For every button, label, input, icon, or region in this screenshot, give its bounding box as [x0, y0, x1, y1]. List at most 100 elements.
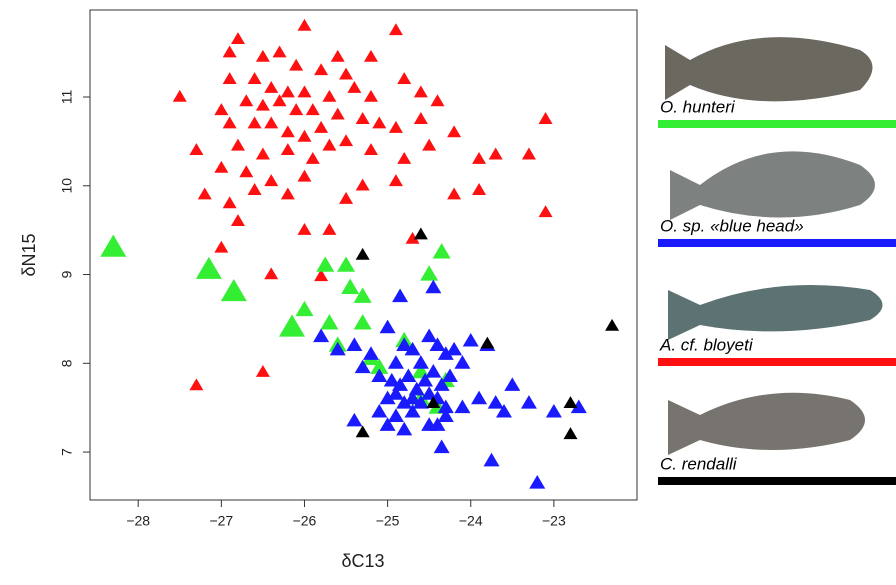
y-tick-label: 7: [59, 448, 75, 456]
point: [472, 183, 487, 195]
point: [396, 421, 413, 436]
x-tick-label: −23: [542, 513, 566, 529]
point: [346, 412, 363, 427]
point: [396, 337, 413, 351]
point: [462, 332, 479, 347]
point: [379, 417, 396, 431]
point: [388, 174, 403, 187]
point: [379, 390, 396, 405]
point: [417, 372, 434, 387]
point: [222, 196, 237, 209]
legend-swatch: [658, 120, 896, 128]
point: [316, 256, 335, 272]
point: [279, 314, 306, 337]
point: [297, 129, 312, 142]
point: [264, 116, 279, 129]
point: [355, 247, 370, 260]
point: [339, 67, 354, 80]
point: [446, 341, 463, 356]
point: [314, 269, 329, 282]
point: [397, 72, 412, 84]
legend-label: C. rendalli: [660, 454, 738, 473]
point: [230, 214, 245, 227]
point: [538, 112, 553, 124]
point: [339, 191, 354, 204]
plot-frame: [89, 9, 638, 501]
point: [371, 368, 388, 383]
point: [239, 94, 254, 107]
point: [397, 151, 412, 164]
y-axis-label: δN15: [19, 233, 39, 276]
point: [222, 116, 237, 129]
point: [346, 337, 363, 351]
point: [297, 223, 312, 235]
point: [230, 32, 245, 45]
point: [404, 341, 421, 356]
fish-image: [665, 37, 873, 102]
point: [362, 346, 379, 360]
x-tick-label: −25: [376, 513, 400, 529]
point: [405, 231, 420, 244]
point: [330, 49, 345, 62]
point: [495, 403, 512, 418]
point: [404, 390, 421, 405]
point: [483, 452, 500, 467]
point: [255, 49, 270, 62]
point: [355, 425, 370, 438]
point: [222, 45, 237, 58]
point: [413, 112, 428, 124]
legend-swatch: [658, 239, 896, 247]
point: [214, 160, 229, 173]
point: [329, 341, 346, 356]
legend-swatch: [658, 477, 896, 485]
x-tick-label: −27: [209, 513, 233, 529]
point: [347, 80, 362, 93]
point: [322, 89, 337, 102]
point: [289, 103, 304, 116]
point: [280, 85, 295, 98]
fish-image: [668, 392, 865, 455]
x-axis-label: δC13: [341, 551, 384, 571]
point: [272, 94, 287, 107]
point: [230, 138, 245, 151]
point: [429, 337, 446, 351]
y-tick-label: 8: [59, 359, 75, 367]
point: [387, 355, 404, 369]
point: [487, 395, 504, 409]
point: [363, 49, 378, 62]
point: [383, 372, 400, 387]
point: [400, 368, 417, 383]
point: [371, 403, 388, 418]
point: [255, 365, 270, 377]
point: [189, 143, 204, 156]
point: [425, 364, 442, 378]
point: [353, 314, 372, 330]
point: [422, 138, 437, 151]
point: [341, 278, 360, 294]
point: [355, 112, 370, 124]
point: [433, 439, 450, 454]
point: [563, 427, 578, 440]
legend-label: O. sp. «blue head»: [660, 216, 804, 235]
point: [264, 80, 279, 93]
point: [447, 187, 462, 200]
point: [172, 89, 187, 102]
point: [264, 267, 279, 280]
legend-swatch: [658, 358, 896, 366]
point: [396, 395, 413, 409]
point: [220, 279, 247, 302]
point: [412, 395, 429, 409]
point: [504, 377, 521, 391]
point: [425, 279, 442, 294]
legend-label: A. cf. bloyeti: [659, 335, 754, 354]
point: [195, 256, 222, 279]
point: [320, 314, 339, 330]
point: [247, 183, 262, 195]
point: [222, 72, 237, 84]
fish-images: [665, 37, 883, 455]
point: [447, 125, 462, 138]
point: [337, 256, 356, 272]
point: [480, 336, 495, 349]
point: [488, 147, 503, 160]
